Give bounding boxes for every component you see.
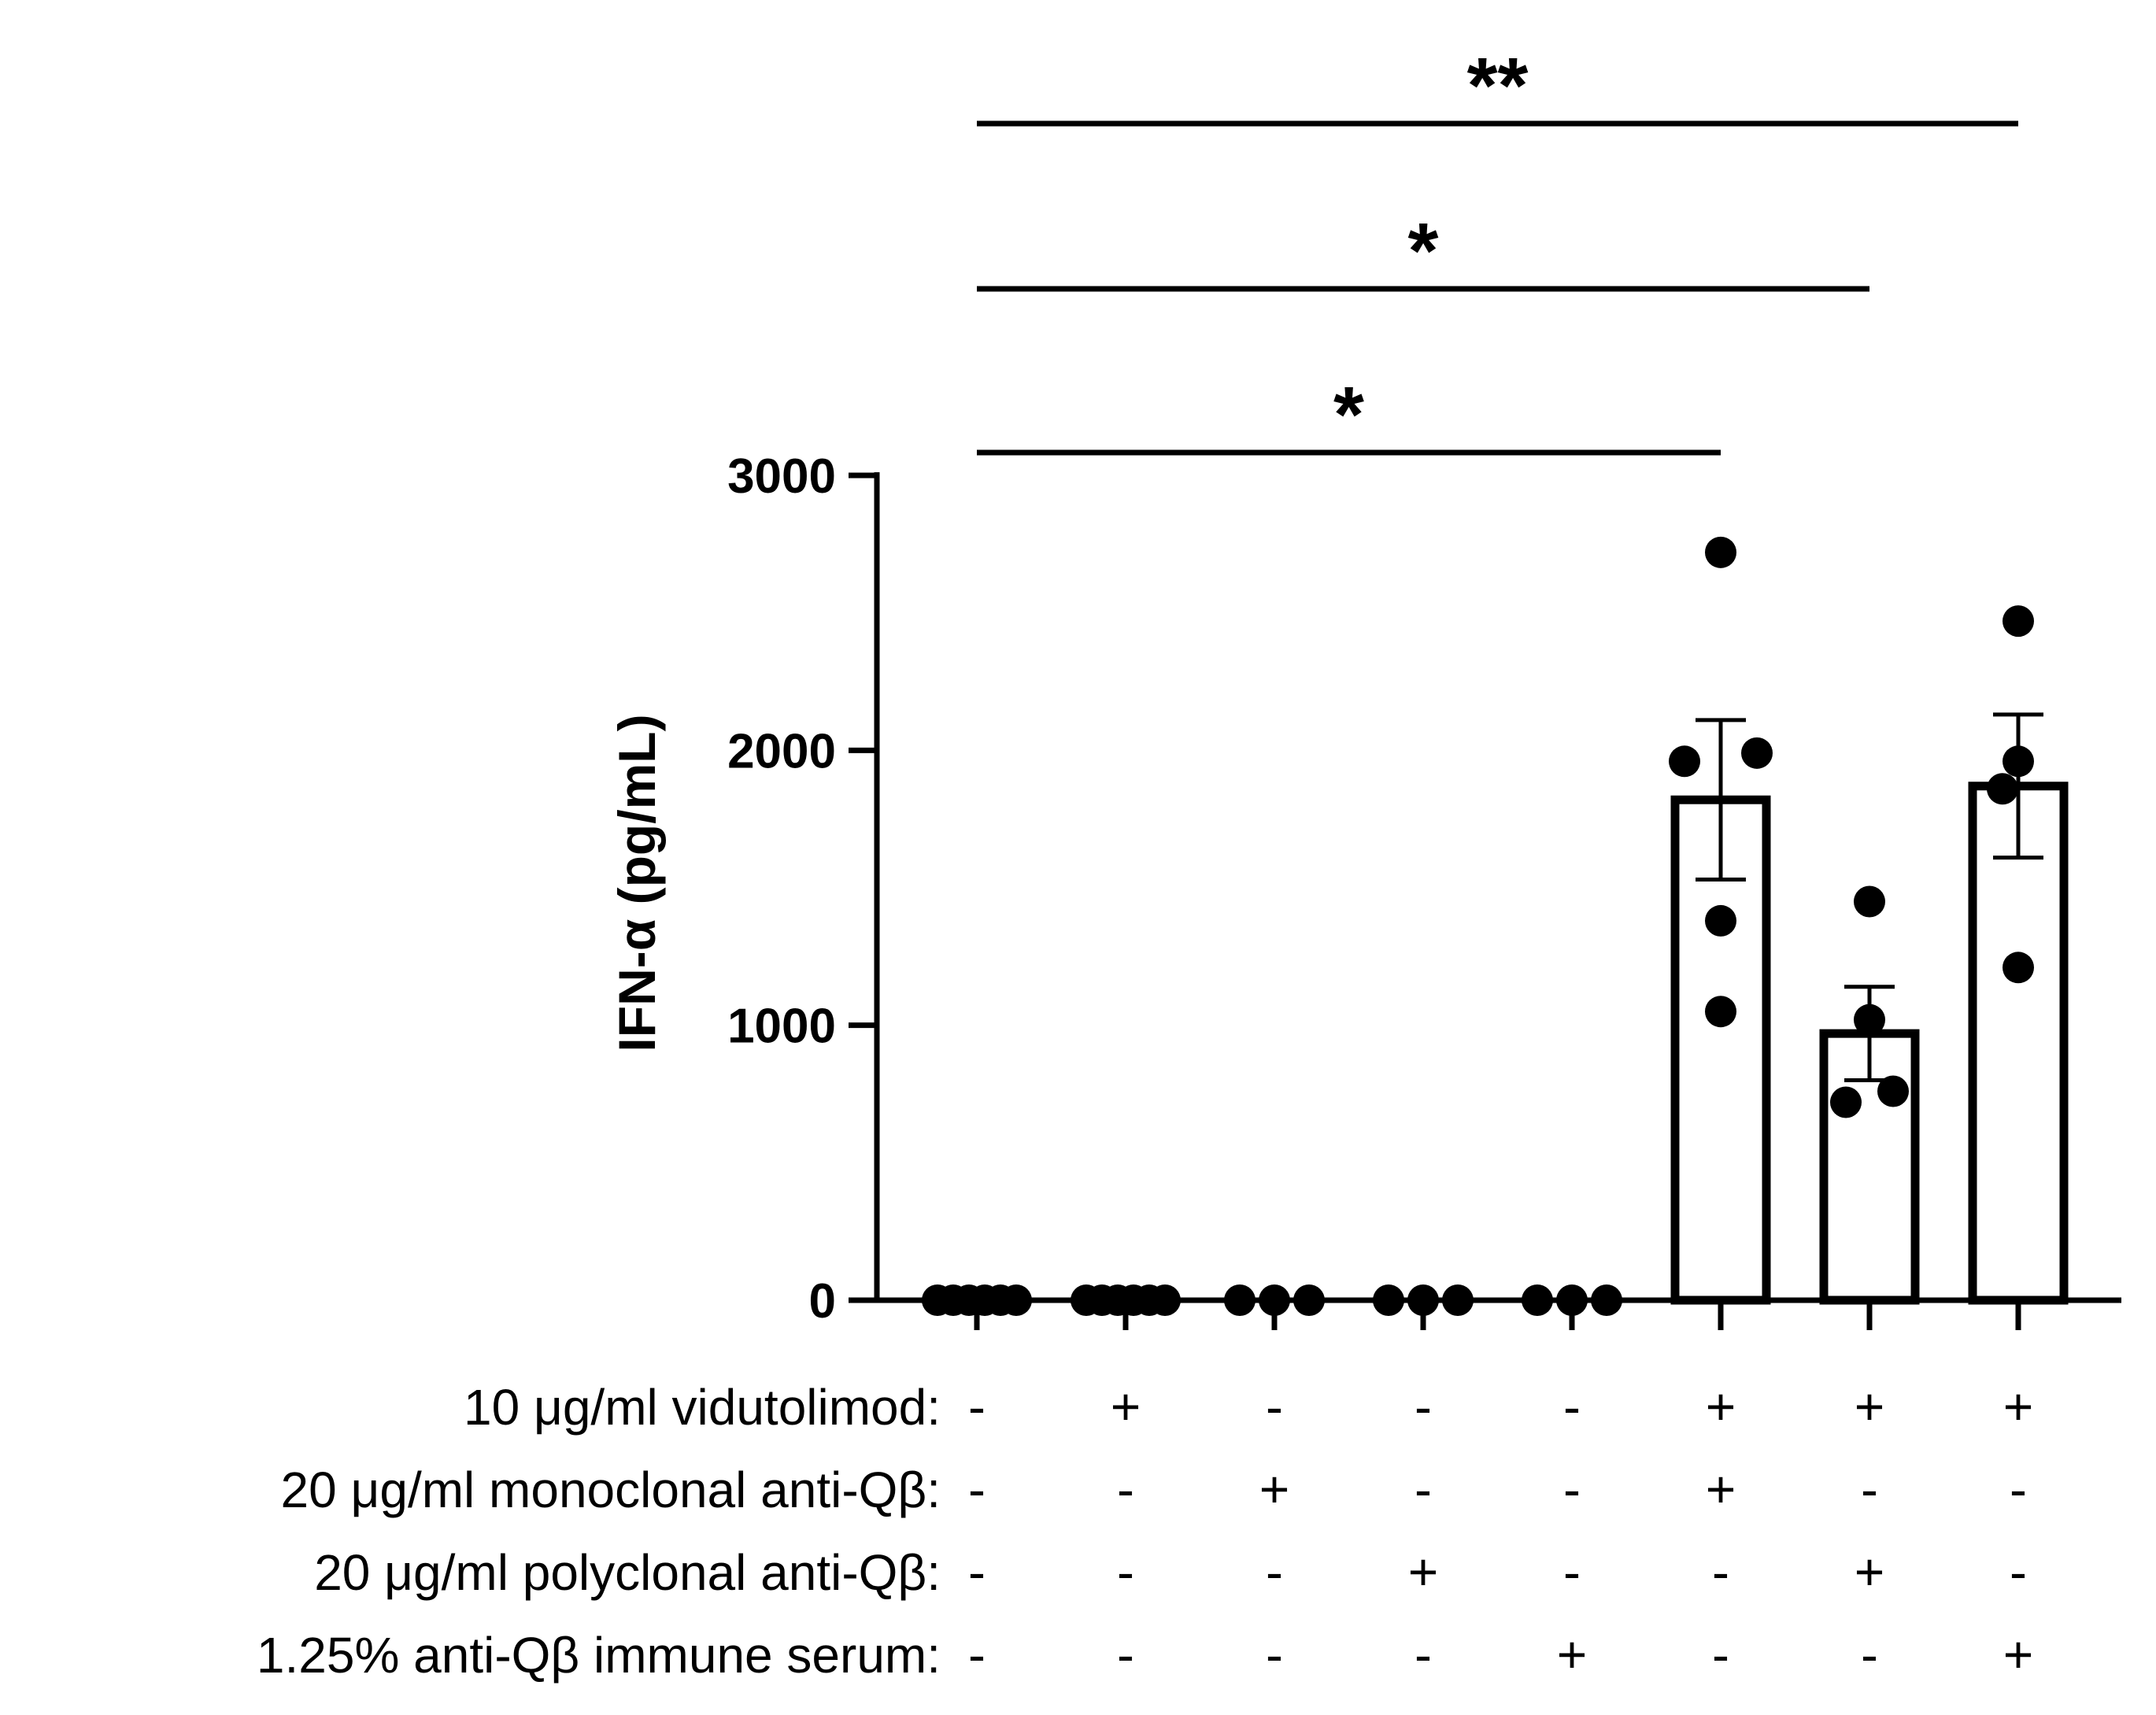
data-point [1259, 1284, 1290, 1316]
data-point [1556, 1284, 1588, 1316]
data-point [1407, 1284, 1439, 1316]
condition-value: - [1563, 1460, 1581, 1518]
condition-value: - [1266, 1625, 1283, 1684]
condition-value: - [2010, 1543, 2027, 1601]
y-tick-label: 2000 [727, 724, 836, 778]
data-point [1522, 1284, 1553, 1316]
significance-label: ** [1467, 42, 1529, 130]
data-point [1705, 904, 1736, 937]
condition-label: 20 μg/ml polyclonal anti-Qβ: [314, 1544, 941, 1601]
bars [922, 536, 2069, 1316]
data-point [1854, 1003, 1885, 1036]
condition-value: + [2003, 1377, 2034, 1436]
condition-value: + [1557, 1625, 1588, 1684]
condition-value: - [1861, 1460, 1878, 1518]
y-tick-label: 1000 [727, 1000, 836, 1054]
significance-brackets: **** [977, 42, 2018, 459]
condition-label: 20 μg/ml monoclonal anti-Qβ: [281, 1462, 941, 1518]
condition-value: - [1415, 1625, 1432, 1684]
condition-value: + [1408, 1543, 1439, 1601]
data-point [1705, 996, 1736, 1028]
y-tick-label: 0 [809, 1274, 836, 1329]
significance-label: * [1333, 371, 1364, 459]
condition-value: - [2010, 1460, 2027, 1518]
condition-value: - [1712, 1543, 1729, 1601]
condition-value: - [1266, 1377, 1283, 1436]
condition-value: + [1855, 1377, 1885, 1436]
data-point [2003, 745, 2034, 778]
condition-table: 10 μg/ml vidutolimod: - + - - - + + +20 μg/ml mo… [257, 1377, 2033, 1684]
data-point [1987, 773, 2018, 805]
condition-value: - [1563, 1377, 1581, 1436]
condition-value: - [1861, 1625, 1878, 1684]
data-point [1442, 1284, 1474, 1316]
data-point [1830, 1086, 1862, 1118]
data-point [1854, 885, 1885, 918]
condition-label: 1.25% anti-Qβ immune serum: [257, 1627, 941, 1684]
data-point [1293, 1284, 1325, 1316]
condition-value: - [1117, 1625, 1134, 1684]
data-point [2003, 605, 2034, 638]
condition-value: - [968, 1543, 986, 1601]
data-point [1591, 1284, 1622, 1316]
condition-value: - [968, 1377, 986, 1436]
condition-value: - [968, 1460, 986, 1518]
condition-value: + [1706, 1460, 1736, 1518]
condition-value: - [1415, 1377, 1432, 1436]
condition-value: + [1111, 1377, 1141, 1436]
data-point [1877, 1075, 1909, 1107]
significance-label: * [1408, 207, 1439, 295]
y-axis-label: IFN-α (pg/mL) [608, 714, 666, 1052]
condition-value: + [2003, 1625, 2034, 1684]
data-point [1000, 1284, 1032, 1316]
condition-value: - [968, 1625, 986, 1684]
condition-value: - [1415, 1460, 1432, 1518]
condition-value: - [1117, 1543, 1134, 1601]
condition-value: + [1259, 1460, 1290, 1518]
condition-value: - [1563, 1543, 1581, 1601]
condition-value: - [1117, 1460, 1134, 1518]
data-point [1741, 737, 1773, 769]
data-point [1705, 536, 1736, 568]
condition-value: - [1712, 1625, 1729, 1684]
condition-value: - [1266, 1543, 1283, 1601]
condition-value: + [1855, 1543, 1885, 1601]
condition-label: 10 μg/ml vidutolimod: [464, 1379, 941, 1436]
data-point [1149, 1284, 1181, 1316]
condition-value: + [1706, 1377, 1736, 1436]
data-point [1224, 1284, 1256, 1316]
data-point [2003, 952, 2034, 984]
y-tick-label: 3000 [727, 449, 836, 504]
bar [1968, 782, 2069, 1305]
data-point [1373, 1284, 1404, 1316]
data-point [1669, 745, 1700, 778]
